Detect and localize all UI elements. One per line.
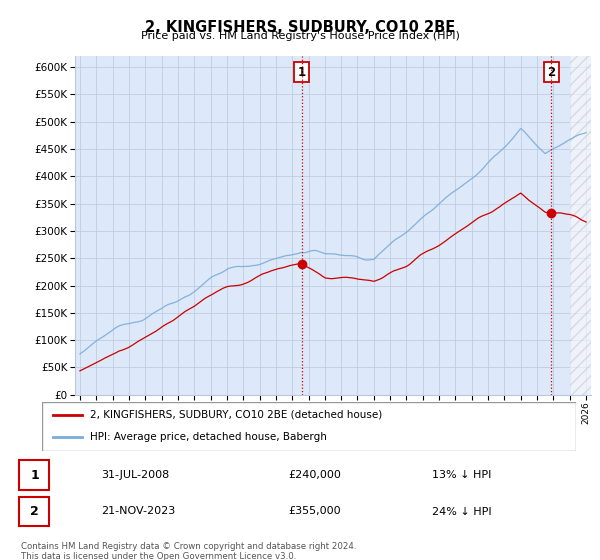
Text: 1: 1 [298, 66, 306, 79]
Text: 21-NOV-2023: 21-NOV-2023 [101, 506, 176, 516]
Text: 13% ↓ HPI: 13% ↓ HPI [433, 470, 492, 480]
Text: 2, KINGFISHERS, SUDBURY, CO10 2BE (detached house): 2, KINGFISHERS, SUDBURY, CO10 2BE (detac… [90, 410, 382, 420]
Text: 24% ↓ HPI: 24% ↓ HPI [433, 506, 492, 516]
Text: Price paid vs. HM Land Registry's House Price Index (HPI): Price paid vs. HM Land Registry's House … [140, 31, 460, 41]
Text: 2, KINGFISHERS, SUDBURY, CO10 2BE: 2, KINGFISHERS, SUDBURY, CO10 2BE [145, 20, 455, 35]
FancyBboxPatch shape [42, 402, 576, 451]
Text: HPI: Average price, detached house, Babergh: HPI: Average price, detached house, Babe… [90, 432, 327, 442]
FancyBboxPatch shape [19, 497, 49, 526]
Text: 2: 2 [547, 66, 556, 79]
Text: £240,000: £240,000 [289, 470, 341, 480]
Text: 2: 2 [30, 505, 39, 518]
Text: 1: 1 [30, 469, 39, 482]
Text: £355,000: £355,000 [289, 506, 341, 516]
Text: 31-JUL-2008: 31-JUL-2008 [101, 470, 170, 480]
FancyBboxPatch shape [19, 460, 49, 490]
Text: Contains HM Land Registry data © Crown copyright and database right 2024.
This d: Contains HM Land Registry data © Crown c… [21, 542, 356, 560]
